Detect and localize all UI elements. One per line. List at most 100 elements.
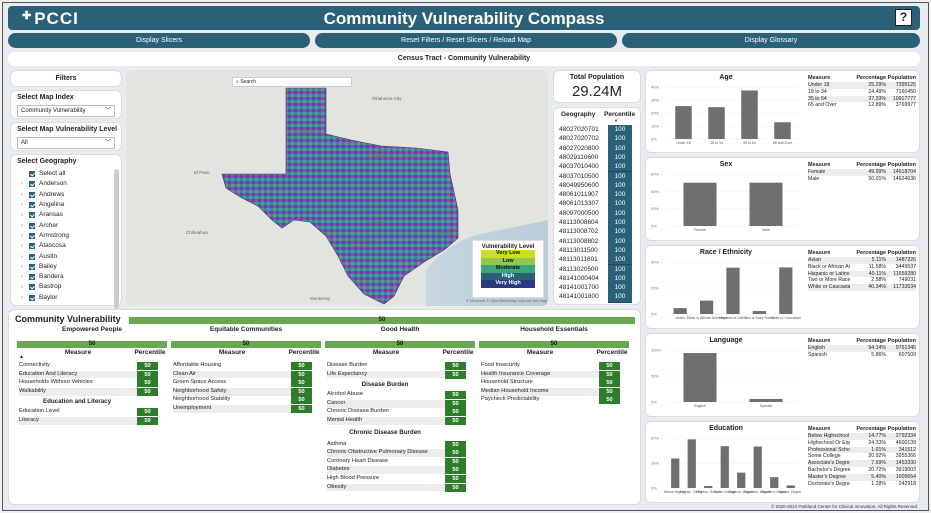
- table-row[interactable]: 48141000404 100: [559, 273, 632, 285]
- bar[interactable]: [741, 90, 758, 139]
- display-slicers-button[interactable]: Display Slicers: [8, 33, 310, 48]
- table-row[interactable]: 48113008604 100: [559, 218, 632, 229]
- population-header[interactable]: Population: [887, 75, 916, 81]
- table-row[interactable]: 48029110600 100: [559, 152, 632, 164]
- measure-row[interactable]: Alcohol Abuse: [327, 391, 445, 399]
- measure-header[interactable]: Measure: [808, 250, 831, 256]
- table-row[interactable]: Asian 5.11% 1487226: [808, 257, 916, 264]
- expand-icon[interactable]: ›: [21, 243, 23, 250]
- measure-header[interactable]: Measure: [808, 75, 831, 81]
- measure-row[interactable]: Obesity: [327, 483, 445, 492]
- measure-row[interactable]: Mental Health: [327, 417, 445, 425]
- checkbox[interactable]: [29, 222, 35, 229]
- measure-row[interactable]: Median Household Income: [481, 387, 599, 396]
- map-visual[interactable]: ⌕ Search Oklahoma City Lubbock Dallas Fo…: [126, 70, 548, 306]
- measure-row[interactable]: Walkability: [19, 387, 137, 396]
- bar[interactable]: [720, 446, 729, 488]
- measure-row[interactable]: Health Insurance Coverage: [481, 370, 599, 379]
- geography-item[interactable]: › Bailey: [21, 262, 69, 272]
- measure-row[interactable]: Coronary Heart Disease: [327, 457, 445, 466]
- table-row[interactable]: 48113011601 100: [559, 255, 632, 266]
- measure-header[interactable]: Measure: [808, 338, 831, 344]
- geography-item[interactable]: › Archer: [21, 220, 69, 230]
- population-header[interactable]: Population: [887, 338, 916, 344]
- measure-row[interactable]: Asthma: [327, 440, 445, 449]
- table-row[interactable]: Bachelor's Degree 20.72% 3919003: [808, 467, 916, 474]
- checkbox[interactable]: [29, 191, 35, 198]
- bar[interactable]: [737, 472, 746, 488]
- measure-row[interactable]: Chronic Obstructive Pulmonary Disease: [327, 449, 445, 457]
- table-row[interactable]: 48027020702 100: [559, 134, 632, 145]
- table-row[interactable]: 48097000500 100: [559, 208, 632, 219]
- bar[interactable]: [726, 267, 740, 314]
- measure-row[interactable]: Unemployment: [173, 405, 291, 413]
- measure-row[interactable]: High Blood Pressure: [327, 475, 445, 483]
- geography-scrollbar[interactable]: [114, 169, 119, 309]
- geography-item[interactable]: › Anderson: [21, 179, 69, 189]
- measure-row[interactable]: Food Insecurity: [481, 362, 599, 370]
- bar[interactable]: [700, 300, 714, 314]
- checkbox[interactable]: [29, 202, 35, 209]
- expand-icon[interactable]: ›: [21, 202, 23, 209]
- measure-row[interactable]: Education And Literacy: [19, 370, 137, 379]
- measure-header[interactable]: Measure: [808, 426, 831, 432]
- table-row[interactable]: Professional School 1.01% 341512: [808, 446, 916, 454]
- bar[interactable]: [786, 485, 795, 488]
- checkbox[interactable]: [29, 232, 35, 239]
- bar[interactable]: [753, 446, 762, 488]
- percentage-header[interactable]: Percentage: [856, 426, 886, 432]
- geography-item[interactable]: Select all: [21, 169, 69, 179]
- percentage-header[interactable]: Percentage: [856, 75, 886, 81]
- bar[interactable]: [671, 458, 680, 488]
- bar[interactable]: [749, 182, 783, 226]
- bar[interactable]: [675, 106, 692, 139]
- measure-row[interactable]: Households Without Vehicles: [19, 379, 137, 387]
- checkbox[interactable]: [29, 212, 35, 219]
- table-row[interactable]: 65 and Over 12.89% 3769977: [808, 102, 916, 109]
- geography-item[interactable]: › Angelina: [21, 200, 69, 210]
- bar[interactable]: [704, 485, 713, 488]
- expand-icon[interactable]: ›: [21, 294, 23, 301]
- table-row[interactable]: 35 to 64 37.33% 10917777: [808, 95, 916, 103]
- table-row[interactable]: Highschool Or Equivalent 24.33% 4600139: [808, 440, 916, 447]
- checkbox[interactable]: [29, 274, 35, 281]
- bar[interactable]: [708, 107, 725, 139]
- table-row[interactable]: 48113008702 100: [559, 227, 632, 238]
- table-row[interactable]: 48049950600 100: [559, 180, 632, 192]
- geography-item[interactable]: › Austin: [21, 251, 69, 261]
- geography-item[interactable]: › Atascosa: [21, 241, 69, 251]
- table-row[interactable]: 48141001700 100: [559, 283, 632, 294]
- measure-row[interactable]: Education Level: [19, 408, 137, 417]
- expand-icon[interactable]: ›: [21, 263, 23, 270]
- expand-icon[interactable]: ›: [21, 274, 23, 281]
- bar[interactable]: [779, 267, 793, 314]
- percentage-header[interactable]: Percentage: [856, 338, 886, 344]
- bar[interactable]: [749, 398, 783, 402]
- measure-row[interactable]: Household Structure: [481, 379, 599, 387]
- checkbox[interactable]: [29, 253, 35, 260]
- table-row[interactable]: Spanish 5.86% 607509: [808, 352, 916, 359]
- expand-icon[interactable]: ›: [21, 232, 23, 239]
- table-row[interactable]: 48027020701 100: [559, 125, 632, 136]
- bar[interactable]: [770, 477, 779, 488]
- map-search-input[interactable]: ⌕ Search: [232, 77, 352, 87]
- percentage-header[interactable]: Percentage: [856, 162, 886, 168]
- reset-filters-button[interactable]: Reset Filters / Reset Slicers / Reload M…: [315, 33, 617, 48]
- measure-header[interactable]: Measure: [808, 162, 831, 168]
- table-row[interactable]: Under 18 25.29% 7395125: [808, 82, 916, 89]
- table-row[interactable]: 48113011500 100: [559, 245, 632, 257]
- table-row[interactable]: Male 50.01% 14624636: [808, 176, 916, 183]
- expand-icon[interactable]: ›: [21, 191, 23, 198]
- table-row[interactable]: 48027020800 100: [559, 143, 632, 154]
- table-row[interactable]: Associate's Degree 7.69% 1453330: [808, 460, 916, 467]
- geography-item[interactable]: › Andrews: [21, 190, 69, 200]
- population-header[interactable]: Population: [887, 426, 916, 432]
- sort-asc-icon[interactable]: ▲: [19, 354, 24, 360]
- expand-icon[interactable]: ›: [21, 222, 23, 229]
- measure-row[interactable]: Life Expectancy: [327, 370, 445, 379]
- checkbox[interactable]: [29, 181, 35, 188]
- table-row[interactable]: Two or More Races 2.58% 749031: [808, 277, 916, 284]
- population-header[interactable]: Population: [887, 250, 916, 256]
- measure-row[interactable]: Diabetes: [327, 466, 445, 475]
- table-row[interactable]: 48113008802 100: [559, 236, 632, 247]
